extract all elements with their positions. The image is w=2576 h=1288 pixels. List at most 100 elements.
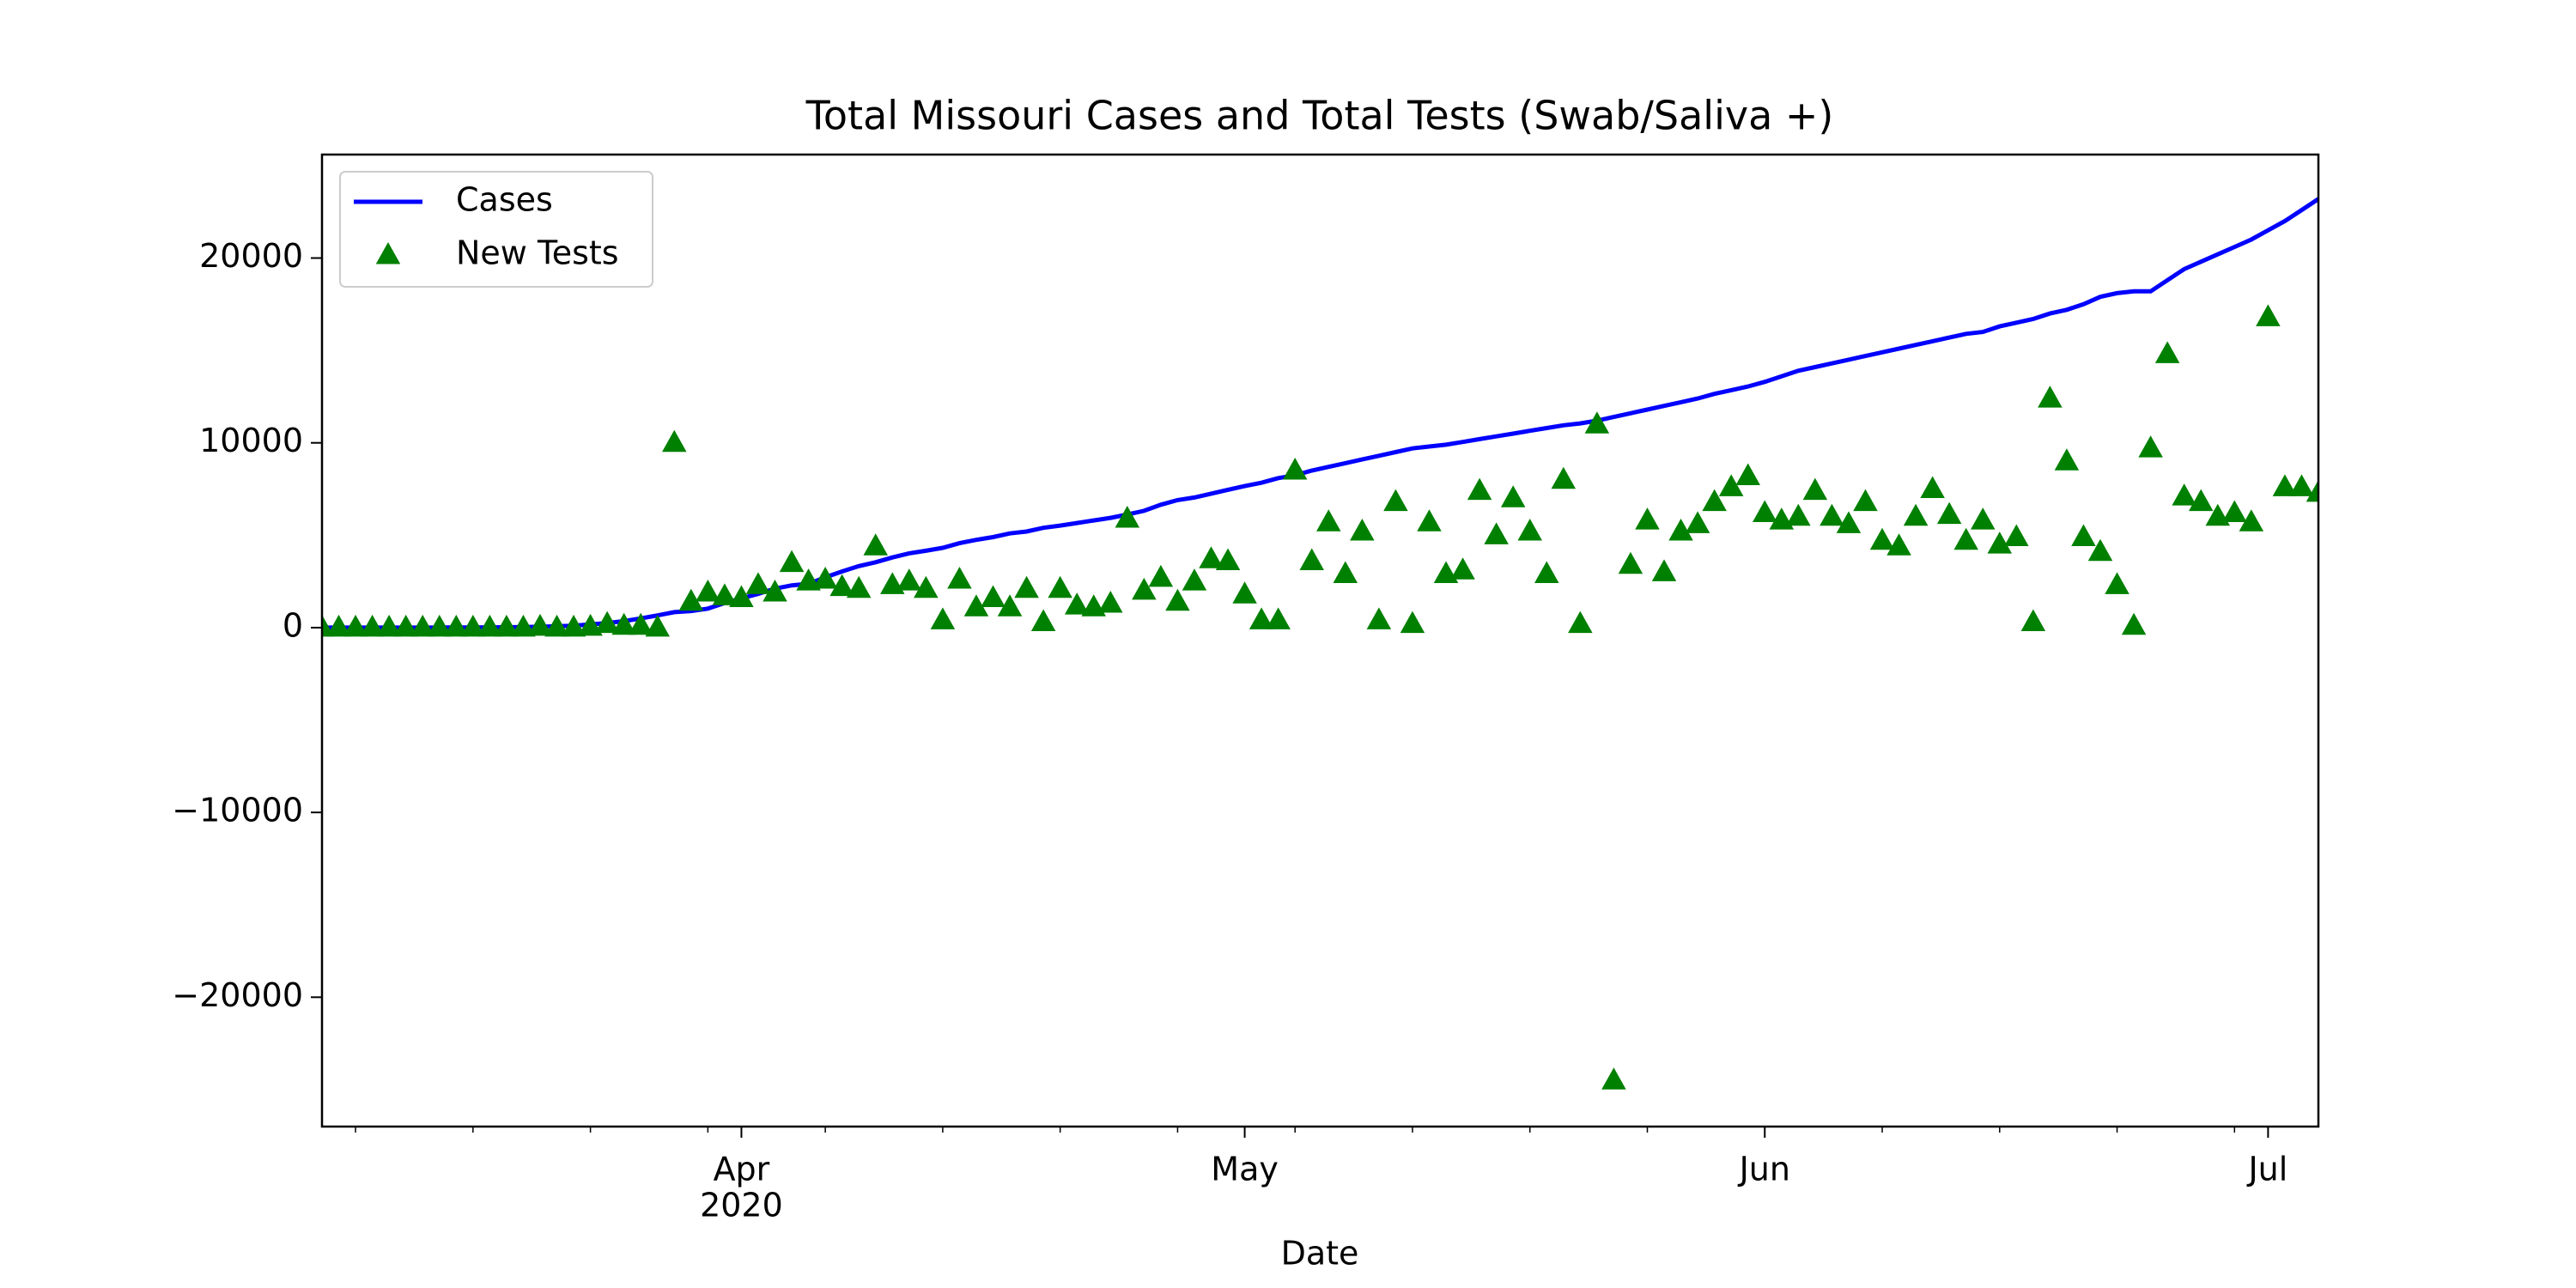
- marker: [914, 575, 939, 598]
- marker: [1484, 522, 1509, 544]
- plot-frame: [320, 153, 2320, 1128]
- marker: [1820, 503, 1844, 526]
- marker: [1987, 532, 2013, 554]
- marker: [1030, 609, 1056, 631]
- marker: [594, 611, 620, 634]
- marker: [1048, 575, 1072, 598]
- plot-area: [322, 197, 2318, 1090]
- marker: [947, 566, 972, 589]
- y-tick-label: 20000: [199, 237, 303, 275]
- marker: [1753, 500, 1777, 523]
- marker: [1618, 551, 1643, 574]
- marker: [2306, 479, 2318, 502]
- marker: [376, 614, 402, 637]
- marker: [997, 594, 1023, 617]
- marker: [1685, 511, 1710, 533]
- marker: [427, 614, 453, 637]
- marker: [745, 572, 771, 594]
- marker: [544, 614, 569, 637]
- marker: [846, 575, 872, 598]
- marker: [1249, 607, 1274, 629]
- x-tick-label: Jun: [1738, 1151, 1790, 1188]
- marker: [1182, 568, 1207, 591]
- marker: [963, 594, 989, 617]
- marker: [1232, 581, 1257, 604]
- marker: [1886, 533, 1911, 556]
- marker: [2087, 538, 2113, 562]
- marker: [981, 585, 1005, 608]
- marker: [1366, 607, 1392, 629]
- marker: [1266, 607, 1291, 629]
- marker: [1953, 527, 1978, 550]
- x-tick-label: Apr: [714, 1151, 770, 1188]
- marker: [2004, 524, 2029, 546]
- chart-title: Total Missouri Cases and Total Tests (Sw…: [805, 93, 1834, 139]
- marker: [1668, 519, 1693, 541]
- marker: [2138, 435, 2163, 458]
- marker: [1551, 466, 1577, 489]
- marker: [662, 429, 687, 453]
- marker: [1786, 503, 1811, 526]
- marker: [628, 612, 653, 635]
- marker: [1282, 458, 1308, 480]
- marker: [2154, 341, 2180, 363]
- marker: [2121, 612, 2147, 635]
- marker: [1568, 611, 1593, 634]
- marker: [896, 568, 922, 591]
- marker: [678, 588, 704, 611]
- marker: [1970, 507, 1996, 530]
- marker: [1400, 611, 1425, 634]
- marker: [1383, 489, 1408, 512]
- marker: [1601, 1067, 1626, 1090]
- marker: [930, 607, 956, 629]
- marker: [460, 614, 486, 637]
- marker: [1098, 590, 1123, 613]
- marker: [1350, 519, 1375, 541]
- marker: [1802, 477, 1828, 501]
- marker: [527, 613, 553, 636]
- marker: [2105, 572, 2129, 594]
- y-tick-label: 0: [283, 606, 303, 644]
- marker: [1215, 548, 1241, 570]
- marker: [2172, 483, 2196, 506]
- marker: [2256, 304, 2281, 326]
- marker: [611, 612, 636, 635]
- marker: [1316, 509, 1341, 532]
- marker: [1735, 463, 1760, 485]
- marker: [729, 585, 754, 608]
- marker: [1936, 501, 1962, 525]
- marker: [1702, 489, 1727, 512]
- y-tick-label: 10000: [199, 422, 303, 459]
- marker: [1584, 411, 1610, 434]
- x-tick-label: Jul: [2246, 1151, 2287, 1188]
- marker: [696, 580, 720, 602]
- marker: [1718, 474, 1744, 496]
- marker: [1635, 507, 1660, 530]
- marker: [1148, 564, 1174, 587]
- marker: [1132, 577, 1157, 600]
- marker: [360, 614, 385, 637]
- marker: [1920, 476, 1945, 499]
- legend-label: New Tests: [456, 234, 619, 272]
- marker: [1853, 489, 1878, 512]
- marker: [2020, 609, 2046, 631]
- marker: [326, 614, 351, 637]
- x-axis-label: Date: [1281, 1235, 1359, 1273]
- marker: [2038, 386, 2063, 408]
- x-tick-label: May: [1211, 1151, 1279, 1188]
- marker: [2188, 489, 2214, 512]
- marker: [1517, 519, 1542, 541]
- marker: [1467, 477, 1492, 501]
- marker: [322, 614, 335, 637]
- marker: [762, 580, 787, 602]
- marker: [1869, 527, 1895, 550]
- marker: [477, 614, 502, 637]
- marker: [444, 614, 469, 637]
- marker: [2239, 509, 2264, 532]
- marker: [2222, 500, 2247, 523]
- marker: [1651, 559, 1677, 581]
- marker: [343, 614, 368, 637]
- marker: [829, 574, 854, 597]
- marker: [1014, 575, 1039, 598]
- year-label: 2020: [700, 1187, 783, 1224]
